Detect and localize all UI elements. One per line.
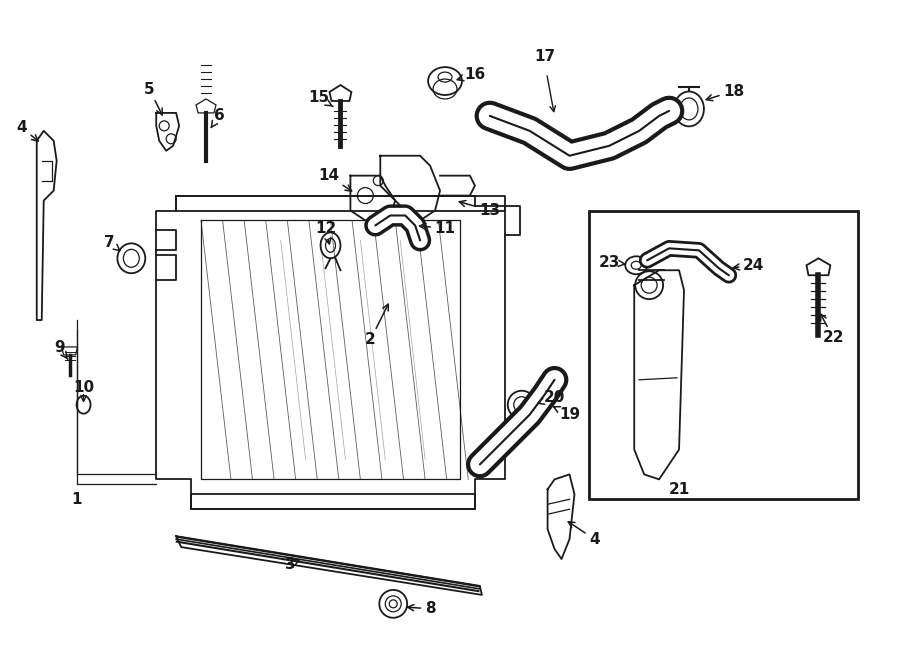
Text: 7: 7 [104, 235, 120, 251]
Text: 6: 6 [212, 108, 224, 128]
Text: 4: 4 [16, 120, 38, 141]
Text: 13: 13 [459, 200, 500, 218]
Text: 20: 20 [538, 390, 565, 405]
Text: 15: 15 [308, 91, 333, 106]
Text: 23: 23 [598, 254, 625, 270]
Text: 8: 8 [408, 602, 436, 616]
Text: 14: 14 [318, 168, 352, 191]
Text: 21: 21 [669, 482, 689, 497]
Text: 1: 1 [71, 492, 82, 507]
Text: 4: 4 [568, 522, 599, 547]
Text: 16: 16 [457, 67, 485, 81]
Text: 18: 18 [706, 83, 744, 100]
Text: 10: 10 [73, 380, 94, 395]
Bar [590, 210, 859, 499]
Text: 11: 11 [419, 221, 455, 236]
Text: 3: 3 [285, 557, 300, 572]
Text: 9: 9 [54, 340, 68, 360]
Text: 12: 12 [315, 221, 337, 244]
Text: 19: 19 [554, 407, 580, 422]
Text: 24: 24 [734, 258, 764, 273]
Text: 2: 2 [365, 304, 388, 348]
Text: 17: 17 [534, 49, 555, 63]
Text: 22: 22 [821, 314, 844, 346]
Text: 5: 5 [144, 81, 162, 115]
